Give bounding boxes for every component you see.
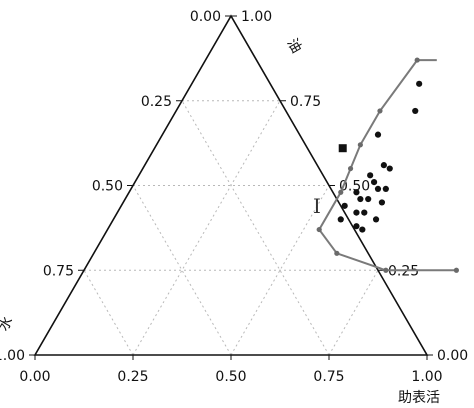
data-point <box>378 199 386 206</box>
data-point <box>416 80 423 87</box>
tick-label-oil-3: 0.75 <box>290 94 321 110</box>
boundary-marker <box>357 142 363 148</box>
data-point <box>386 165 393 172</box>
boundary-marker <box>338 189 344 195</box>
tick-label-water-0: 0.00 <box>190 9 221 25</box>
data-point <box>412 107 419 115</box>
grid-line-surfactant-2 <box>328 269 379 356</box>
tick-label-water-1: 0.25 <box>141 94 172 110</box>
boundary-line <box>318 59 457 272</box>
grid-lines <box>83 100 379 356</box>
triangle-frame <box>29 14 433 360</box>
data-point <box>353 189 360 196</box>
data-point <box>357 195 364 203</box>
data-point <box>380 162 387 169</box>
tick-label-oil-0: 0.00 <box>437 348 468 364</box>
tick-label-water-4: 1.00 <box>0 348 25 364</box>
tick-labels: 0.00 0.25 0.50 0.75 1.00 0.00 0.25 0.50 0.75 1.00… <box>0 9 468 385</box>
boundary-marker <box>383 267 389 273</box>
data-point <box>370 179 378 186</box>
data-point <box>361 209 368 216</box>
data-point <box>365 195 372 203</box>
water-axis-label: 水 <box>0 314 16 334</box>
boundary-marker <box>316 226 322 233</box>
data-point <box>337 216 344 223</box>
tick-label-oil-4: 1.00 <box>241 9 272 25</box>
tick-label-surfactant-2: 0.50 <box>215 369 246 385</box>
data-point <box>359 226 366 233</box>
tick-label-surfactant-3: 0.75 <box>313 369 344 385</box>
tick-label-water-3: 0.75 <box>43 263 74 279</box>
tick-label-surfactant-1: 0.25 <box>117 369 148 385</box>
tick-label-oil-2: 0.50 <box>339 179 370 195</box>
square-point <box>338 144 347 153</box>
grid-line-water-0 <box>181 100 330 356</box>
data-point <box>367 172 374 179</box>
grid-line-surfactant-0 <box>132 100 281 356</box>
region-label: I <box>313 194 321 218</box>
boundary-marker <box>453 267 459 273</box>
data-points <box>337 80 423 233</box>
data-point <box>374 185 382 192</box>
data-point <box>341 202 348 209</box>
phase-boundary <box>316 57 459 273</box>
data-point <box>374 131 382 138</box>
data-point <box>353 209 360 216</box>
data-point <box>353 223 360 230</box>
tick-label-water-2: 0.50 <box>92 179 123 195</box>
tick-label-surfactant-4: 1.00 <box>411 369 442 385</box>
boundary-marker <box>334 250 340 256</box>
boundary-marker <box>347 165 354 172</box>
oil-axis-label: 油 <box>284 36 305 56</box>
tick-label-surfactant-0: 0.00 <box>19 369 50 385</box>
data-point <box>372 216 380 223</box>
surfactant-axis-label: 助表活 <box>398 390 440 406</box>
boundary-marker <box>377 108 383 114</box>
boundary-marker <box>414 57 420 63</box>
grid-line-water-2 <box>83 269 134 356</box>
data-point <box>382 185 389 192</box>
